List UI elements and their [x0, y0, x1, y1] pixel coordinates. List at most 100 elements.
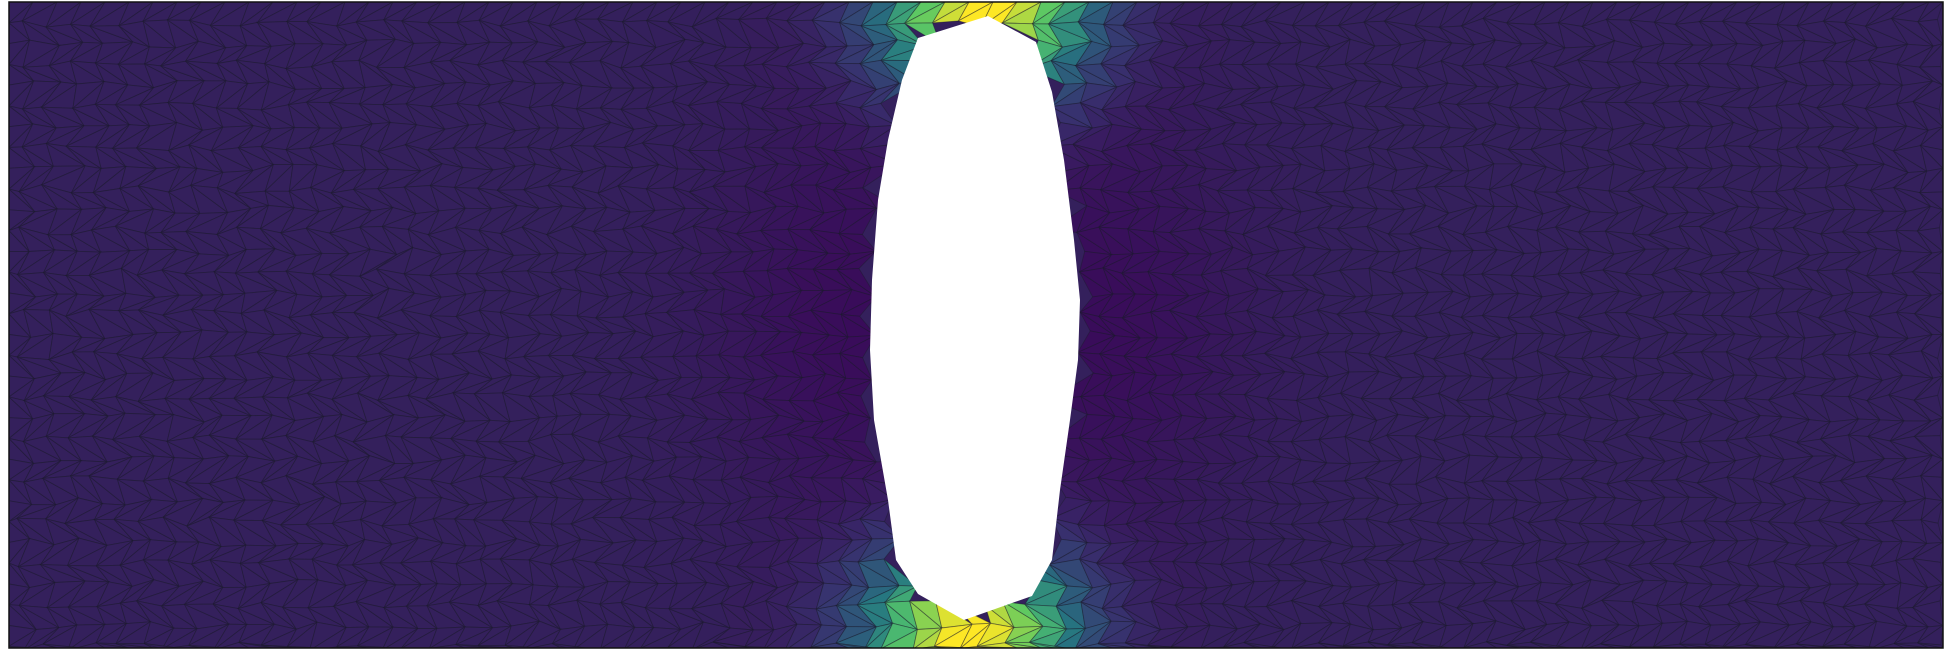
mesh-element	[1824, 184, 1857, 211]
mesh-element	[571, 186, 608, 208]
mesh-element	[160, 65, 205, 82]
mesh-element	[1414, 25, 1453, 44]
mesh-element	[622, 209, 656, 231]
mesh-element	[88, 25, 133, 44]
mesh-element	[1150, 129, 1186, 145]
mesh-element	[451, 147, 494, 171]
mesh-element	[118, 185, 154, 210]
mesh-element	[17, 208, 59, 236]
mesh-element	[1145, 86, 1186, 107]
mesh-element	[742, 63, 775, 89]
mesh-element	[72, 81, 106, 110]
mesh-element	[238, 146, 275, 166]
mesh-element	[1143, 86, 1186, 111]
mesh-element	[688, 60, 730, 85]
mesh-element	[1264, 20, 1303, 44]
mesh-element	[137, 166, 181, 187]
mesh-element	[1367, 146, 1398, 171]
mesh-element	[1414, 165, 1454, 190]
hole-cutout	[870, 16, 1080, 620]
mesh-element	[407, 210, 440, 231]
mesh-element	[833, 44, 875, 65]
mesh-element	[640, 39, 686, 67]
mesh-element	[808, 45, 848, 63]
mesh-element	[377, 122, 418, 153]
mesh-element	[1315, 25, 1352, 41]
mesh-element	[286, 126, 322, 151]
mesh-element	[737, 17, 781, 50]
mesh-element	[1366, 169, 1398, 192]
mesh-element	[1623, 81, 1670, 104]
mesh-element	[570, 121, 611, 146]
mesh-element	[1529, 142, 1566, 174]
mesh-element	[1097, 208, 1140, 229]
mesh-element	[1533, 22, 1566, 50]
mesh-element	[1606, 61, 1643, 88]
mesh-element	[234, 190, 270, 207]
mesh-element	[1840, 83, 1881, 106]
mesh-element	[1384, 106, 1426, 127]
mesh-element	[736, 205, 777, 235]
mesh-element	[1863, 103, 1908, 128]
mesh-element	[1918, 167, 1943, 194]
mesh-element	[1151, 22, 1189, 47]
mesh-element	[1822, 60, 1855, 86]
mesh-element	[1192, 82, 1235, 105]
mesh-element	[279, 207, 321, 235]
mesh-element	[1386, 124, 1427, 151]
mesh-element	[1462, 143, 1496, 166]
mesh-element	[1072, 124, 1113, 145]
mesh-element	[859, 62, 901, 91]
mesh-element	[571, 165, 607, 194]
mesh-element	[1048, 21, 1093, 43]
mesh-element	[1482, 63, 1519, 85]
mesh-element	[9, 209, 37, 232]
mesh-element	[1630, 61, 1670, 87]
mesh-element	[44, 23, 85, 44]
mesh-element	[499, 25, 538, 44]
mesh-element	[600, 107, 635, 130]
mesh-element	[185, 212, 228, 232]
mesh-element	[256, 21, 297, 47]
mesh-element	[885, 2, 922, 26]
mesh-element	[184, 40, 228, 63]
mesh-element	[376, 67, 416, 89]
mesh-element	[454, 169, 494, 189]
mesh-element	[1750, 40, 1784, 67]
mesh-element	[1508, 83, 1549, 109]
mesh-element	[527, 20, 566, 48]
mesh-element	[1244, 122, 1283, 146]
mesh-element	[259, 205, 296, 230]
mesh-element	[360, 145, 390, 170]
mesh-element	[1342, 186, 1379, 210]
mesh-element	[427, 124, 470, 151]
mesh-element	[167, 184, 201, 215]
mesh-element	[255, 21, 296, 45]
mesh-element	[502, 146, 537, 166]
mesh-element	[1627, 143, 1667, 169]
mesh-element	[71, 81, 105, 110]
mesh-element	[833, 187, 878, 210]
mesh-element	[672, 101, 704, 125]
mesh-element	[1896, 43, 1935, 66]
mesh-element	[498, 20, 539, 43]
mesh-element	[21, 80, 63, 111]
mesh-element	[1776, 127, 1811, 152]
mesh-element	[1191, 102, 1237, 130]
mesh-element	[1313, 80, 1358, 108]
mesh-element	[1918, 66, 1943, 86]
mesh-element	[210, 149, 255, 173]
mesh-element	[1798, 61, 1836, 87]
mesh-element	[692, 208, 730, 227]
mesh-element	[1312, 101, 1355, 129]
mesh-element	[1171, 149, 1208, 170]
mesh-element	[44, 125, 85, 147]
mesh-element	[1655, 62, 1690, 86]
mesh-element	[1270, 101, 1306, 126]
mesh-element	[1725, 63, 1760, 89]
mesh-element	[1653, 21, 1694, 46]
mesh-element	[449, 41, 490, 62]
mesh-element	[1488, 163, 1524, 191]
mesh-element	[1558, 101, 1599, 129]
